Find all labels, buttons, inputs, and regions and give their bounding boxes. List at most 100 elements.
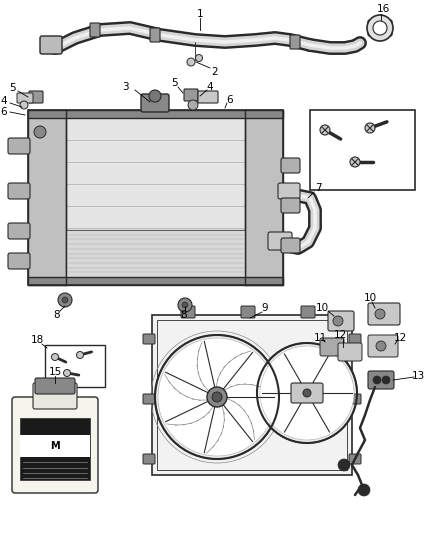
FancyBboxPatch shape	[150, 28, 160, 42]
Text: 12: 12	[333, 330, 346, 340]
Bar	[152, 315, 352, 475]
Circle shape	[77, 351, 84, 359]
FancyBboxPatch shape	[290, 35, 300, 49]
Bar	[66, 118, 245, 277]
FancyBboxPatch shape	[368, 303, 400, 325]
FancyBboxPatch shape	[17, 93, 33, 103]
Circle shape	[320, 125, 330, 135]
Text: 2: 2	[212, 67, 218, 77]
Circle shape	[62, 297, 68, 303]
FancyBboxPatch shape	[29, 91, 43, 103]
Bar	[20, 418, 90, 480]
Circle shape	[257, 343, 357, 443]
Circle shape	[52, 353, 59, 360]
FancyBboxPatch shape	[268, 232, 292, 250]
Circle shape	[58, 293, 72, 307]
FancyBboxPatch shape	[33, 383, 77, 409]
Circle shape	[333, 316, 343, 326]
Circle shape	[207, 387, 227, 407]
FancyBboxPatch shape	[143, 454, 155, 464]
Circle shape	[149, 90, 161, 102]
FancyBboxPatch shape	[291, 383, 323, 403]
FancyBboxPatch shape	[35, 378, 75, 394]
Circle shape	[367, 15, 393, 41]
Text: 7: 7	[314, 183, 321, 193]
FancyBboxPatch shape	[8, 183, 30, 199]
Circle shape	[187, 58, 195, 66]
Circle shape	[365, 123, 375, 133]
FancyBboxPatch shape	[281, 158, 300, 173]
Circle shape	[212, 392, 222, 402]
Circle shape	[158, 338, 276, 456]
Circle shape	[338, 459, 350, 471]
Circle shape	[260, 346, 354, 440]
Circle shape	[382, 376, 390, 384]
Circle shape	[34, 126, 46, 138]
FancyBboxPatch shape	[301, 306, 315, 318]
Text: 16: 16	[376, 4, 390, 14]
FancyBboxPatch shape	[8, 253, 30, 269]
Circle shape	[303, 389, 311, 397]
Bar	[157, 320, 347, 470]
Circle shape	[373, 376, 381, 384]
FancyBboxPatch shape	[281, 198, 300, 213]
Bar	[28, 110, 283, 285]
Bar	[45, 345, 105, 387]
Bar	[28, 110, 283, 118]
Text: 12: 12	[393, 333, 406, 343]
Circle shape	[375, 309, 385, 319]
FancyBboxPatch shape	[281, 238, 300, 253]
Circle shape	[350, 157, 360, 167]
Text: 13: 13	[411, 371, 424, 381]
FancyBboxPatch shape	[368, 371, 394, 389]
Text: 1: 1	[197, 9, 203, 19]
Circle shape	[299, 385, 315, 401]
FancyBboxPatch shape	[40, 36, 62, 54]
Text: 9: 9	[261, 303, 268, 313]
Bar	[245, 110, 283, 285]
FancyBboxPatch shape	[349, 454, 361, 464]
Bar	[28, 277, 283, 285]
FancyBboxPatch shape	[184, 89, 198, 101]
Text: 5: 5	[9, 83, 15, 93]
FancyBboxPatch shape	[12, 397, 98, 493]
Text: 11: 11	[313, 333, 327, 343]
Text: 18: 18	[30, 335, 44, 345]
Text: 6: 6	[1, 107, 7, 117]
Circle shape	[182, 302, 188, 308]
FancyBboxPatch shape	[278, 183, 300, 199]
Circle shape	[188, 100, 198, 110]
Text: 10: 10	[315, 303, 328, 313]
Bar	[66, 230, 245, 277]
Circle shape	[376, 341, 386, 351]
FancyBboxPatch shape	[90, 23, 100, 37]
FancyBboxPatch shape	[8, 138, 30, 154]
FancyBboxPatch shape	[143, 334, 155, 344]
FancyBboxPatch shape	[349, 334, 361, 344]
Circle shape	[64, 369, 71, 376]
Text: M: M	[50, 441, 60, 451]
FancyBboxPatch shape	[141, 94, 169, 112]
Circle shape	[178, 298, 192, 312]
Text: 15: 15	[48, 367, 62, 377]
Circle shape	[358, 484, 370, 496]
Text: 4: 4	[1, 96, 7, 106]
Bar	[310, 110, 415, 190]
FancyBboxPatch shape	[368, 20, 392, 36]
Text: 6: 6	[227, 95, 233, 105]
Circle shape	[20, 101, 28, 109]
FancyBboxPatch shape	[349, 394, 361, 404]
Text: 4: 4	[207, 82, 213, 92]
Text: 3: 3	[122, 82, 128, 92]
FancyBboxPatch shape	[8, 223, 30, 239]
Text: 8: 8	[54, 310, 60, 320]
FancyBboxPatch shape	[328, 311, 354, 331]
Text: 5: 5	[172, 78, 178, 88]
FancyBboxPatch shape	[241, 306, 255, 318]
FancyBboxPatch shape	[320, 338, 344, 356]
Bar	[28, 110, 66, 285]
Circle shape	[155, 335, 279, 459]
Text: 10: 10	[364, 293, 377, 303]
Text: 8: 8	[181, 310, 187, 320]
FancyBboxPatch shape	[198, 91, 218, 103]
